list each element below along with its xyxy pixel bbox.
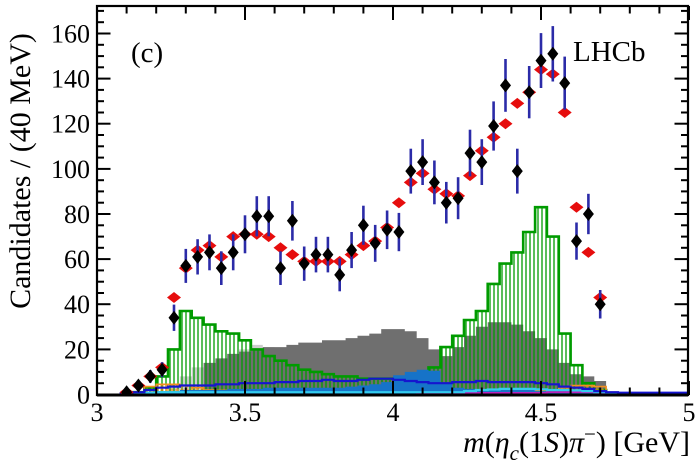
data-points-marker <box>192 249 204 264</box>
data-points-marker <box>488 119 500 133</box>
data-points-marker <box>275 261 286 276</box>
data-points-marker <box>286 213 298 228</box>
x-axis-title-m: m <box>463 426 485 459</box>
fit-points-marker <box>557 107 572 118</box>
fit-points-marker <box>273 242 288 254</box>
x-tick-label: 3 <box>91 398 104 427</box>
data-points-marker <box>227 245 239 260</box>
data-points-marker <box>310 247 322 262</box>
y-tick-label: 120 <box>51 110 90 139</box>
fit-points-marker <box>356 240 371 252</box>
fit-points-marker <box>285 249 300 261</box>
data-points-marker <box>594 297 606 312</box>
x-tick-label: 3.5 <box>229 398 262 427</box>
x-axis-title-1s-open: (1 <box>519 426 544 459</box>
data-points-marker <box>369 236 381 251</box>
data-points-marker <box>464 146 476 161</box>
pi-superscript-minus: − <box>584 422 596 446</box>
y-axis-title: Candidates / (40 MeV) <box>4 33 37 309</box>
y-tick-label: 160 <box>51 20 90 49</box>
experiment-label: LHCb <box>573 36 646 68</box>
fit-points-marker <box>498 118 513 130</box>
data-points-marker <box>511 164 523 179</box>
blue-line-histogram <box>119 377 688 395</box>
axes-layer: 3 3.5 4 4.5 5 0 20 40 60 80 100 120 140 160 <box>51 4 696 427</box>
data-points-marker <box>168 310 180 325</box>
data-points-marker <box>428 175 440 190</box>
data-points <box>121 26 606 395</box>
x-axis-title: m(ηc(1S)π−) [GeV] <box>463 422 690 465</box>
fit-points-marker <box>167 292 181 303</box>
data-points-marker <box>535 53 547 68</box>
data-points-marker <box>523 85 535 100</box>
data-points-marker <box>381 222 393 237</box>
fit-points-marker <box>569 201 584 213</box>
data-points-marker <box>393 225 405 239</box>
data-points-marker <box>298 256 310 271</box>
data-points-marker <box>452 191 464 206</box>
y-tick-label: 60 <box>64 245 90 274</box>
y-tick-label: 0 <box>77 381 90 410</box>
data-points-marker <box>180 258 192 273</box>
data-points-marker <box>132 378 144 393</box>
y-tick-label: 140 <box>51 65 90 94</box>
x-tick-label: 5 <box>683 398 696 427</box>
fit-points-marker <box>261 231 276 243</box>
data-points-marker <box>547 46 559 61</box>
data-points-marker <box>405 164 417 179</box>
series-layer <box>119 26 688 395</box>
data-points-marker <box>417 155 429 170</box>
data-points-marker <box>440 195 452 210</box>
data-points-marker <box>559 76 571 91</box>
fit-points-marker <box>581 246 596 258</box>
data-points-marker <box>263 209 275 224</box>
y-tick-label: 20 <box>64 335 90 364</box>
x-axis-title-1s-s: S <box>544 426 559 459</box>
x-tick-label: 4 <box>387 398 400 427</box>
panel-label: (c) <box>131 37 163 69</box>
x-axis-title-units: ) [GeV] <box>596 426 690 459</box>
pi-symbol: π <box>569 426 585 459</box>
x-axis-title-1s-close: ) <box>559 426 569 459</box>
data-points-marker <box>571 234 582 249</box>
x-tick-label: 4.5 <box>525 398 558 427</box>
data-points-marker <box>156 362 168 377</box>
data-points-marker <box>144 369 156 384</box>
data-points-marker <box>357 218 369 233</box>
data-points-marker <box>476 155 488 170</box>
y-tick-label: 80 <box>64 200 90 229</box>
data-points-marker <box>204 245 215 260</box>
data-points-marker <box>215 261 227 276</box>
y-tick-label: 40 <box>64 290 90 319</box>
y-tick-label: 100 <box>51 155 90 184</box>
eta-subscript-c: c <box>510 441 520 465</box>
data-points-marker <box>239 227 251 242</box>
x-axis-title-paren1: ( <box>485 426 495 459</box>
data-points-marker <box>251 209 263 224</box>
data-points-marker <box>322 247 334 262</box>
data-points-marker <box>500 78 511 93</box>
data-points-marker <box>346 243 358 258</box>
fit-points-marker <box>510 97 525 109</box>
data-points-marker <box>334 267 346 282</box>
eta-symbol: η <box>495 426 510 459</box>
data-points-marker <box>582 207 594 221</box>
fit-points-marker <box>391 197 406 209</box>
